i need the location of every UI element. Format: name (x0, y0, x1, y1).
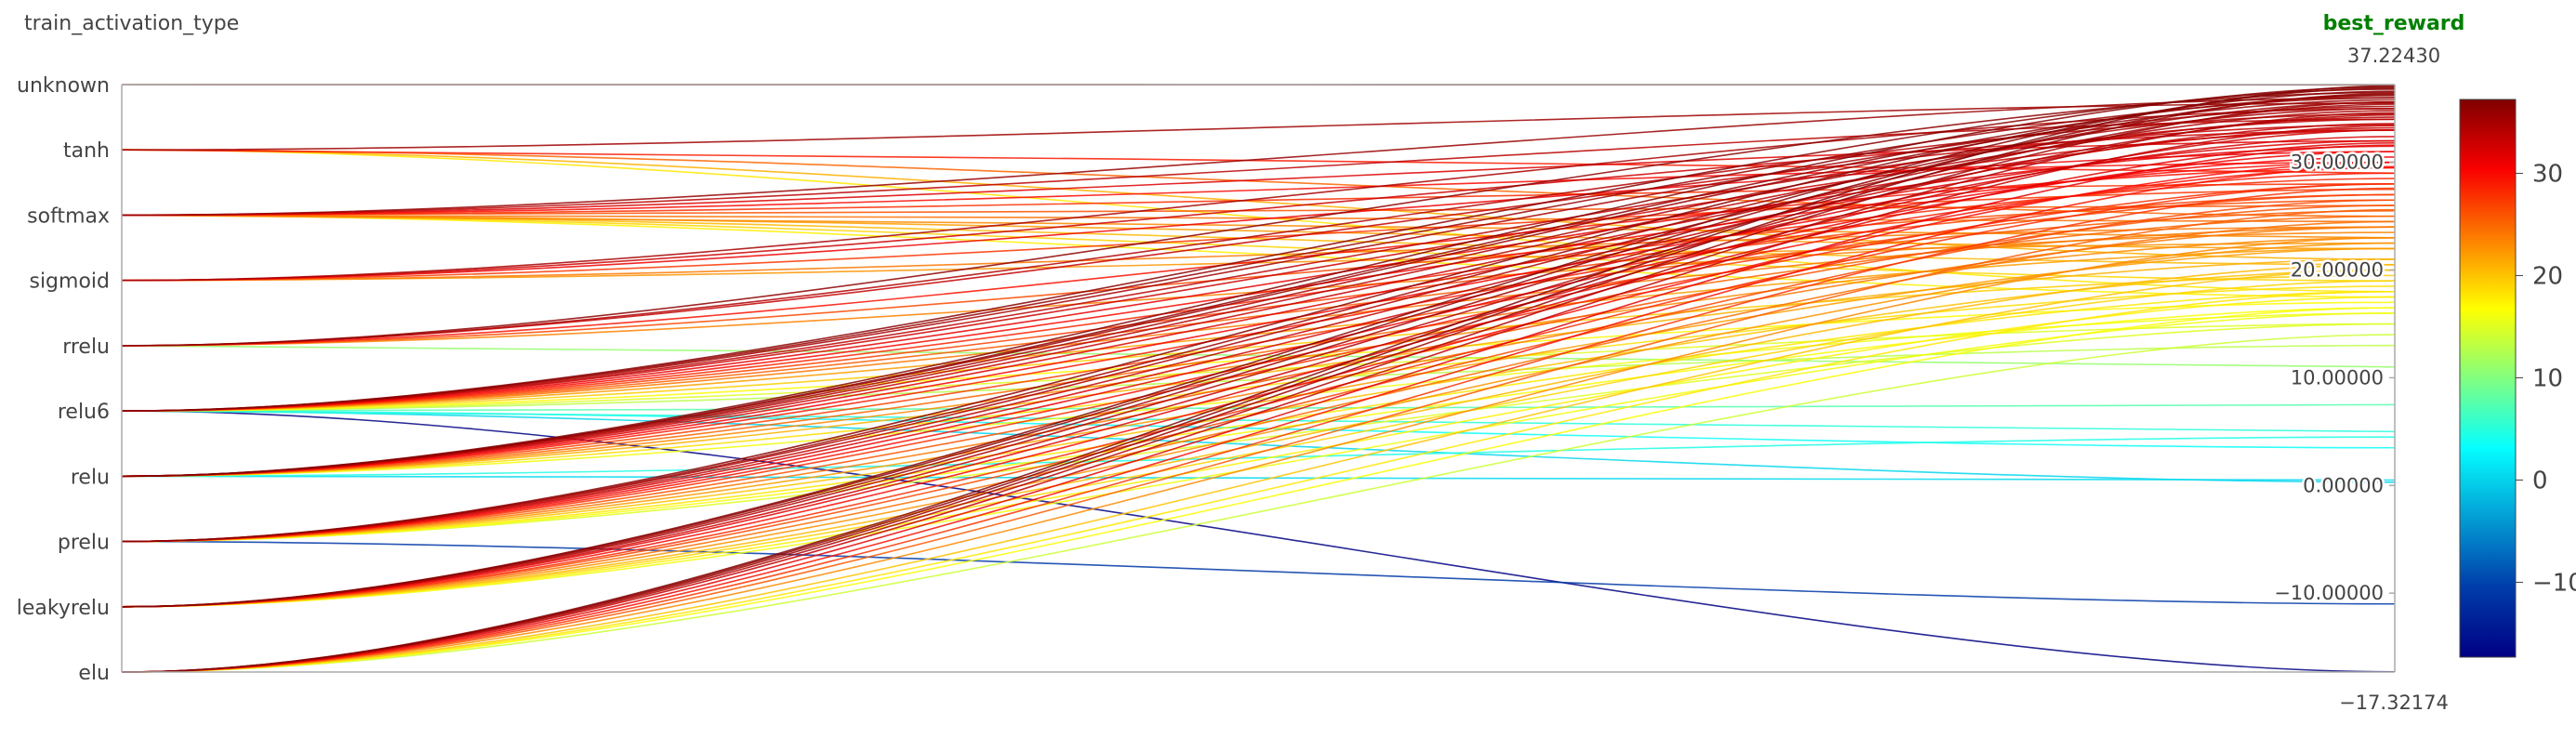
data-line (121, 410, 2396, 483)
data-lines (121, 84, 2396, 673)
data-line (121, 123, 2396, 543)
data-line (121, 178, 2396, 412)
data-line (121, 280, 2396, 608)
category-tick-label: softmax (27, 204, 110, 228)
data-line (121, 296, 2396, 608)
category-tick-label: leakyrelu (17, 597, 110, 620)
colorbar-tick-label: −10 (2532, 569, 2576, 597)
data-line (121, 161, 2396, 217)
colorbar (2459, 99, 2517, 658)
right-axis-min-label: −17.32174 (2339, 692, 2449, 714)
data-line (121, 285, 2396, 478)
data-line (121, 97, 2396, 217)
colorbar-tick-label: 10 (2532, 364, 2563, 392)
value-tick-label: 30.00000 (2291, 152, 2384, 174)
data-line (121, 436, 2396, 478)
data-line (121, 183, 2396, 608)
data-line (121, 199, 2396, 608)
category-tick-label: unknown (17, 74, 110, 98)
data-line (121, 199, 2396, 347)
data-line (121, 183, 2396, 217)
data-line (121, 540, 2396, 605)
category-tick-label: rrelu (62, 336, 110, 359)
data-line (121, 247, 2396, 412)
data-line (121, 475, 2396, 481)
data-line (121, 263, 2396, 608)
data-line (121, 90, 2396, 543)
data-line (121, 149, 2396, 293)
data-line (121, 136, 2396, 543)
data-line (121, 269, 2396, 673)
data-line (121, 193, 2396, 478)
data-line (121, 91, 2396, 347)
data-line (121, 210, 2396, 412)
right-axis-max-label: 37.22430 (2347, 45, 2440, 67)
data-line (121, 187, 2396, 673)
category-tick-label: tanh (63, 139, 110, 163)
left-axis-ticks: unknown tanh softmax sigmoid rrelu relu6 relu p… (17, 74, 110, 685)
category-tick-label: relu6 (58, 401, 110, 424)
data-line (121, 86, 2396, 478)
data-line (121, 274, 2396, 412)
data-line (121, 237, 2396, 478)
data-line (121, 144, 2396, 673)
data-line (121, 410, 2396, 673)
data-line (121, 86, 2396, 608)
value-tick-label: 20.00000 (2291, 259, 2384, 282)
colorbar-ticks: −10 0 10 20 30 (2516, 160, 2576, 597)
right-axis-title[interactable]: best_reward (2323, 12, 2465, 35)
data-line (121, 290, 2396, 673)
data-line (121, 88, 2396, 412)
data-line (121, 214, 2396, 282)
colorbar-tick-label: 20 (2532, 262, 2563, 290)
data-line (121, 334, 2396, 673)
colorbar-tick-label: 0 (2532, 467, 2548, 494)
data-line (121, 220, 2396, 608)
category-tick-label: relu (71, 466, 110, 489)
value-tick-label: −10.00000 (2274, 582, 2384, 604)
data-line (121, 166, 2396, 543)
colorbar-tick-label: 30 (2532, 160, 2563, 188)
data-line (121, 102, 2396, 152)
data-line (121, 151, 2396, 543)
category-tick-label: sigmoid (29, 270, 110, 294)
data-line (121, 125, 2396, 673)
data-line (121, 161, 2396, 608)
data-line (121, 269, 2396, 543)
data-line (121, 208, 2396, 673)
data-line (121, 312, 2396, 608)
data-line (121, 112, 2396, 347)
right-axis-ticks: −10.00000 0.00000 10.00000 20.00000 30.00000 (2272, 149, 2395, 607)
data-line (121, 166, 2396, 347)
data-line (121, 323, 2396, 543)
data-line (121, 237, 2396, 673)
data-line (121, 139, 2396, 217)
value-tick-label: 0.00000 (2303, 474, 2384, 496)
data-line (121, 183, 2396, 543)
data-line (121, 165, 2396, 673)
category-tick-label: prelu (58, 532, 110, 555)
data-line (121, 142, 2396, 608)
left-axis-title[interactable]: train_activation_type (24, 12, 239, 35)
category-tick-label: elu (78, 662, 110, 685)
data-line (121, 193, 2396, 412)
data-line (121, 172, 2396, 478)
value-tick-label: 10.00000 (2291, 366, 2384, 389)
data-line (121, 204, 2396, 543)
data-line (121, 307, 2396, 673)
data-line (121, 242, 2396, 608)
data-line (121, 290, 2396, 543)
data-line (121, 85, 2396, 673)
